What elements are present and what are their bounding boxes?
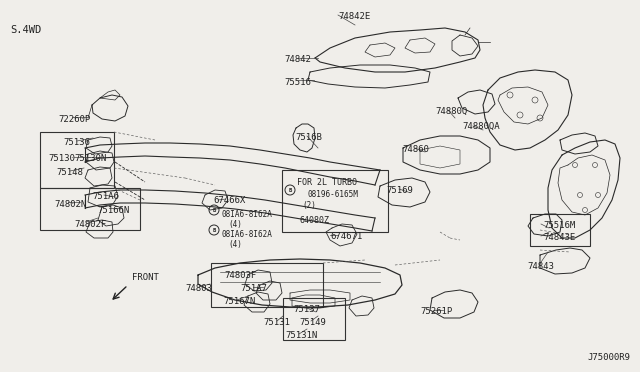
Text: 75516M: 75516M: [543, 221, 575, 230]
Text: (4): (4): [228, 220, 242, 229]
Text: 75136: 75136: [63, 138, 90, 147]
Text: 75130N: 75130N: [74, 154, 106, 163]
Text: 74880QA: 74880QA: [462, 122, 500, 131]
Text: 74803F: 74803F: [224, 271, 256, 280]
Text: 72260P: 72260P: [58, 115, 90, 124]
Bar: [283, 298, 345, 340]
Text: FOR 2L TURBO: FOR 2L TURBO: [297, 178, 357, 187]
Text: (4): (4): [228, 240, 242, 249]
Text: B: B: [289, 187, 292, 192]
Text: 74842: 74842: [284, 55, 311, 64]
Text: J75000R9: J75000R9: [587, 353, 630, 362]
Text: 7516B: 7516B: [295, 133, 322, 142]
Text: 75137: 75137: [293, 305, 320, 314]
Text: 74803: 74803: [185, 284, 212, 293]
Text: 75516: 75516: [284, 78, 311, 87]
Bar: [211, 263, 323, 307]
Text: (2): (2): [302, 201, 316, 210]
Text: 75148: 75148: [56, 168, 83, 177]
Text: 74843E: 74843E: [543, 233, 575, 242]
Text: 751A7: 751A7: [240, 284, 267, 293]
Bar: [530, 214, 590, 246]
Text: 67466X: 67466X: [213, 196, 245, 205]
Text: 75169: 75169: [386, 186, 413, 195]
Text: 75166N: 75166N: [97, 206, 129, 215]
Text: 64080Z: 64080Z: [299, 216, 329, 225]
Text: B: B: [212, 208, 216, 212]
Text: 74802F: 74802F: [74, 220, 106, 229]
Text: 75130: 75130: [48, 154, 75, 163]
Text: 74802N: 74802N: [54, 200, 86, 209]
Text: 08IA6-8I62A: 08IA6-8I62A: [222, 230, 273, 239]
Text: 75131N: 75131N: [285, 331, 317, 340]
Text: 08IA6-8I62A: 08IA6-8I62A: [222, 210, 273, 219]
Text: 751A6: 751A6: [92, 192, 119, 201]
Text: FRONT: FRONT: [132, 273, 159, 282]
Text: 74880Q: 74880Q: [435, 107, 467, 116]
Text: 74843: 74843: [527, 262, 554, 271]
Text: 74842E: 74842E: [338, 12, 371, 21]
Text: B: B: [212, 228, 216, 232]
Text: 75149: 75149: [299, 318, 326, 327]
Text: 75261P: 75261P: [420, 307, 452, 316]
Text: 75131: 75131: [263, 318, 290, 327]
Bar: [40, 188, 140, 230]
Text: 08196-6165M: 08196-6165M: [307, 190, 358, 199]
Text: S.4WD: S.4WD: [10, 25, 41, 35]
Bar: [40, 132, 114, 188]
Bar: [282, 170, 388, 232]
Text: 674671: 674671: [330, 232, 362, 241]
Text: 74860: 74860: [402, 145, 429, 154]
Text: 75167N: 75167N: [223, 297, 255, 306]
